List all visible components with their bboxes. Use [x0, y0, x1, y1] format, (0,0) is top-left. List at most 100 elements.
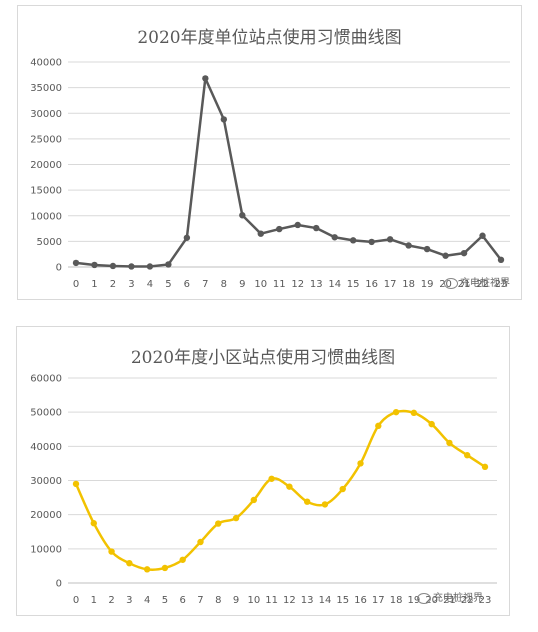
x-tick-label: 8	[221, 279, 227, 290]
x-tick-label: 20	[425, 595, 438, 606]
watermark: 充电桩视界	[417, 589, 483, 604]
wechat-icon	[417, 592, 431, 604]
data-point	[357, 460, 364, 467]
data-point	[392, 408, 400, 416]
x-tick-label: 3	[128, 279, 134, 290]
x-tick-label: 7	[197, 595, 203, 606]
x-tick-label: 19	[408, 595, 421, 606]
data-point	[220, 116, 228, 123]
chart-title: 2020年度单位站点使用习惯曲线图	[137, 28, 402, 48]
x-tick-label: 5	[165, 279, 171, 290]
watermark: 充电桩视界	[444, 274, 510, 289]
x-tick-label: 1	[91, 595, 97, 606]
data-point	[446, 439, 453, 447]
wechat-icon	[444, 277, 458, 289]
data-point	[179, 556, 186, 563]
x-tick-label: 16	[365, 279, 378, 290]
x-tick-label: 0	[73, 595, 79, 606]
data-point	[294, 221, 301, 229]
data-point	[375, 422, 382, 430]
data-point	[286, 483, 293, 490]
data-point	[303, 498, 311, 505]
x-tick-label: 13	[310, 279, 323, 290]
x-tick-label: 8	[215, 595, 221, 606]
data-point	[165, 261, 172, 268]
data-point	[91, 261, 98, 269]
data-point	[464, 452, 471, 459]
x-tick-label: 14	[328, 279, 341, 290]
data-point	[331, 234, 338, 241]
x-tick-label: 21	[458, 279, 471, 290]
data-point	[109, 262, 117, 270]
y-tick-label: 30000	[30, 476, 62, 487]
x-tick-label: 21	[443, 595, 456, 606]
series-line	[74, 409, 486, 571]
y-tick-label: 60000	[30, 374, 62, 385]
y-tick-label: 50000	[30, 408, 62, 419]
chart-title: 2020年度小区站点使用习惯曲线图	[130, 348, 396, 368]
y-tick-label: 40000	[30, 442, 62, 453]
x-tick-label: 0	[73, 279, 79, 290]
chart-panel-unit-stations: 2020年度单位站点使用习惯曲线图 0 5000 10000 15000 20000 25…	[17, 5, 522, 300]
x-tick-label: 6	[184, 279, 190, 290]
data-point	[497, 256, 505, 264]
data-point	[339, 485, 346, 493]
data-point	[410, 409, 418, 417]
y-tick-label: 35000	[30, 83, 62, 94]
data-point	[72, 480, 80, 488]
line-chart-unit-stations: 0 5000 10000 15000 20000 25000 30000 35000 40000…	[30, 58, 510, 290]
x-tick-label: 11	[273, 279, 286, 290]
data-point	[90, 520, 97, 527]
data-point	[442, 252, 449, 259]
data-point	[321, 501, 329, 508]
x-tick-label: 4	[144, 595, 150, 606]
data-point	[183, 234, 191, 241]
data-point	[479, 232, 486, 239]
y-tick-label: 10000	[30, 544, 62, 555]
data-point	[276, 225, 283, 233]
data-point	[250, 496, 258, 504]
x-tick-label: 2	[110, 279, 116, 290]
watermark-text: 充电桩视界	[460, 278, 510, 289]
data-point	[215, 520, 222, 527]
data-point	[386, 236, 394, 243]
x-tick-label: 22	[461, 595, 474, 606]
data-point	[108, 548, 115, 555]
y-tick-label: 20000	[30, 160, 62, 171]
chart-panel-residential-stations: 2020年度小区站点使用习惯曲线图 0 10000 20000 30000 40000 5…	[16, 326, 510, 616]
data-point	[268, 475, 275, 482]
y-tick-label: 5000	[37, 237, 62, 248]
y-tick-label: 20000	[30, 510, 62, 521]
x-tick-label: 7	[202, 279, 208, 290]
x-tick-label: 17	[384, 279, 397, 290]
x-tick-label: 3	[126, 595, 132, 606]
x-tick-label: 2	[108, 595, 114, 606]
x-tick-label: 5	[162, 595, 168, 606]
data-point	[428, 420, 435, 428]
data-point	[232, 514, 240, 522]
y-tick-label: 0	[56, 263, 62, 274]
x-tick-label: 14	[319, 595, 332, 606]
data-point	[202, 75, 209, 82]
y-tick-label: 40000	[30, 58, 62, 69]
data-point	[405, 242, 412, 249]
x-tick-label: 12	[283, 595, 296, 606]
x-tick-label: 9	[239, 279, 245, 290]
y-tick-label: 30000	[30, 109, 62, 120]
x-tick-label: 22	[476, 279, 489, 290]
x-tick-label: 9	[233, 595, 239, 606]
x-tick-label: 12	[291, 279, 304, 290]
x-tick-label: 6	[180, 595, 186, 606]
y-tick-label: 15000	[30, 186, 62, 197]
x-tick-label: 16	[354, 595, 367, 606]
watermark-text: 充电桩视界	[433, 593, 483, 604]
data-point	[197, 538, 204, 546]
x-tick-label: 13	[301, 595, 314, 606]
x-tick-label: 23	[479, 595, 492, 606]
data-point	[313, 224, 320, 232]
data-point	[349, 237, 357, 244]
x-tick-label: 4	[147, 279, 153, 290]
x-tick-label: 19	[421, 279, 434, 290]
x-tick-label: 18	[390, 595, 403, 606]
data-point	[481, 463, 489, 471]
